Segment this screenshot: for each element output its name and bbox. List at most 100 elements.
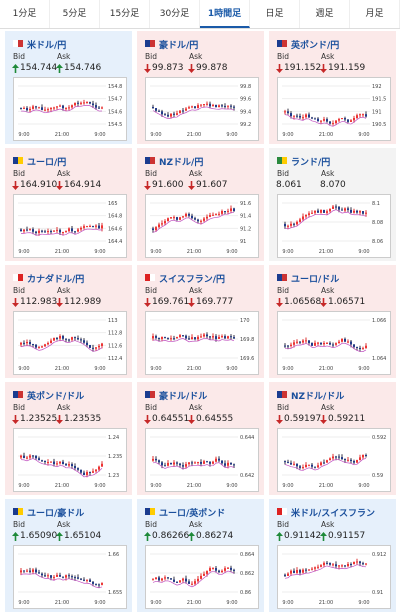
- y-tick-label: 0.644: [240, 435, 254, 441]
- rate-card[interactable]: NZドル/ドル Bid Ask 0.59197 0.59211 0.592 0.59 9:00…: [269, 382, 396, 495]
- candle-decoration: [59, 336, 61, 339]
- average-line-decoration: [284, 209, 367, 230]
- pair-name[interactable]: NZドル/ドル: [291, 392, 345, 402]
- candle-decoration: [221, 211, 223, 214]
- candle-decoration: [320, 342, 322, 345]
- candle-decoration: [185, 108, 187, 111]
- x-tick-label: 9:00: [150, 483, 161, 489]
- candle-decoration: [89, 344, 91, 348]
- pair-name[interactable]: ユーロ/ドル: [291, 275, 340, 285]
- candle-decoration: [362, 114, 364, 116]
- direction-arrow: [144, 532, 151, 541]
- candle-decoration: [338, 119, 340, 121]
- rate-card[interactable]: 豪ドル/ドル Bid Ask 0.64551 0.64555 0.644 0.642 9:00…: [137, 382, 264, 495]
- candle-decoration: [203, 334, 205, 337]
- arrow-shape: [276, 532, 283, 541]
- candle-decoration: [164, 336, 166, 338]
- x-tick-label: 21:00: [319, 600, 333, 606]
- candle-decoration: [179, 110, 181, 114]
- tab[interactable]: 15分足: [100, 0, 150, 28]
- pair-name[interactable]: 英ポンド/円: [291, 41, 340, 51]
- x-tick-label: 9:00: [94, 483, 105, 489]
- x-tick-label: 9:00: [358, 366, 369, 372]
- rate-card[interactable]: NZドル/円 Bid Ask 91.600 91.607 91.6 91.4 91.2 91 9:…: [137, 148, 264, 261]
- candle-decoration: [155, 227, 157, 230]
- tab[interactable]: 5分足: [50, 0, 100, 28]
- pair-name[interactable]: 豪ドル/円: [159, 41, 199, 51]
- bid-value: 0.86266: [152, 531, 190, 541]
- pair-name[interactable]: ランド/円: [291, 158, 331, 168]
- rate-card[interactable]: ユーロ/ドル Bid Ask 1.06568 1.06571 1.066 1.064 9:00…: [269, 265, 396, 378]
- y-tick-label: 1.235: [108, 454, 122, 460]
- pair-name[interactable]: 米ドル/円: [27, 41, 67, 51]
- tab[interactable]: 週足: [300, 0, 350, 28]
- candle-decoration: [170, 462, 172, 465]
- tab[interactable]: 1時間足: [200, 0, 250, 28]
- tab[interactable]: 1分足: [0, 0, 50, 28]
- rate-card[interactable]: カナダドル/円 Bid Ask 112.983 112.989 113 112.8 112.6…: [5, 265, 132, 378]
- x-tick-label: 9:00: [18, 132, 29, 138]
- candle-decoration: [80, 469, 82, 473]
- rate-card[interactable]: 英ポンド/円 Bid Ask 191.152 191.159 192 191.5 191 190…: [269, 31, 396, 144]
- candle-decoration: [335, 564, 337, 567]
- candle-decoration: [209, 336, 211, 338]
- candle-decoration: [38, 572, 40, 574]
- ask-label: Ask: [189, 52, 203, 61]
- pair-name[interactable]: ユーロ/英ポンド: [159, 509, 226, 519]
- bid-label: Bid: [277, 403, 289, 412]
- rate-card[interactable]: ユーロ/英ポンド Bid Ask 0.86266 0.86274 0.864 0.862 0.…: [137, 499, 264, 612]
- direction-arrow: [56, 64, 63, 73]
- pair-name[interactable]: NZドル/円: [159, 158, 204, 168]
- pair-name[interactable]: ユーロ/豪ドル: [27, 509, 85, 519]
- candle-decoration: [284, 111, 286, 113]
- tab[interactable]: 日足: [250, 0, 300, 28]
- candle-decoration: [170, 113, 172, 117]
- rate-card[interactable]: 英ポンド/ドル Bid Ask 1.23525 1.23535 1.24 1.235 1.23…: [5, 382, 132, 495]
- candle-decoration: [50, 107, 52, 110]
- bid-label: Bid: [145, 286, 157, 295]
- pair-name[interactable]: 豪ドル/ドル: [159, 392, 208, 402]
- rate-card[interactable]: ユーロ/豪ドル Bid Ask 1.65090 1.65104 1.66 1.655 9:00…: [5, 499, 132, 612]
- candle-decoration: [290, 113, 292, 117]
- tab[interactable]: 月足: [350, 0, 400, 28]
- ask-label: Ask: [57, 169, 71, 178]
- rate-card[interactable]: ユーロ/円 Bid Ask 164.910 164.914 165 164.8 164.6 16…: [5, 148, 132, 261]
- rate-card[interactable]: 米ドル/スイスフラン Bid Ask 0.91142 0.91157 0.912 0.91 9…: [269, 499, 396, 612]
- mini-chart: 0.644 0.642 9:00 21:00 9:00: [145, 428, 259, 492]
- flag-icon: [145, 508, 155, 515]
- candle-decoration: [77, 338, 79, 340]
- candle-decoration: [320, 462, 322, 466]
- candle-decoration: [335, 343, 337, 345]
- pair-name[interactable]: 英ポンド/ドル: [27, 392, 85, 402]
- tab[interactable]: 30分足: [150, 0, 200, 28]
- pair-name[interactable]: スイスフラン/円: [159, 275, 226, 285]
- candle-decoration: [80, 102, 82, 104]
- rate-card[interactable]: 豪ドル/円 Bid Ask 99.873 99.878 99.8 99.6 99.4 99.2 9…: [137, 31, 264, 144]
- candle-decoration: [95, 105, 97, 108]
- rate-card[interactable]: スイスフラン/円 Bid Ask 169.761 169.777 170 169.8 169.…: [137, 265, 264, 378]
- pair-name[interactable]: カナダドル/円: [27, 275, 85, 285]
- candle-decoration: [293, 115, 295, 117]
- candle-decoration: [284, 223, 286, 227]
- candle-decoration: [305, 464, 307, 468]
- candle-decoration: [329, 342, 331, 345]
- pair-name[interactable]: 米ドル/スイスフラン: [291, 509, 376, 519]
- rate-card[interactable]: 米ドル/円 Bid Ask 154.744 154.746 154.8 154.7 154.6…: [5, 31, 132, 144]
- candle-decoration: [227, 210, 229, 212]
- ask-value: 154.746: [64, 63, 102, 73]
- candle-decoration: [74, 577, 76, 579]
- pair-name[interactable]: ユーロ/円: [27, 158, 67, 168]
- candle-decoration: [95, 583, 97, 585]
- rate-card[interactable]: ランド/円 Bid Ask 8.061 8.070 8.1 8.08 8.06 9:00 21:0…: [269, 148, 396, 261]
- candle-decoration: [287, 573, 289, 576]
- average-line-decoration: [20, 104, 103, 114]
- bid-label: Bid: [277, 169, 289, 178]
- y-tick-label: 99.8: [240, 84, 251, 90]
- candle-decoration: [320, 120, 322, 122]
- candle-decoration: [23, 342, 25, 344]
